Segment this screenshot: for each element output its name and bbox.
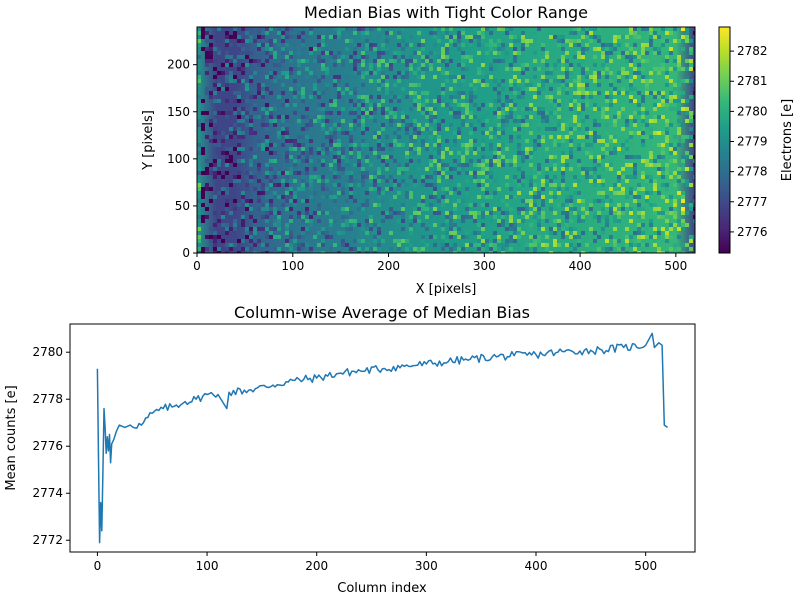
line-chart-frame bbox=[69, 323, 696, 553]
colorbar-tick-label: 2781 bbox=[737, 74, 768, 88]
heatmap-x-tick-label: 300 bbox=[473, 259, 496, 273]
line-chart-x-tick-label: 200 bbox=[305, 559, 328, 573]
heatmap-y-tick-label: 100 bbox=[167, 152, 190, 166]
line-chart-title: Column-wise Average of Median Bias bbox=[234, 303, 530, 322]
heatmap-x-tick-label: 200 bbox=[377, 259, 400, 273]
line-chart-plot-area bbox=[70, 324, 695, 552]
heatmap-noise-overlay bbox=[197, 27, 695, 253]
line-chart-x-tick-label: 500 bbox=[634, 559, 657, 573]
heatmap-chart: Median Bias with Tight Color Range 0 100 2… bbox=[141, 3, 795, 297]
heatmap-x-axis: 0 100 200 300 400 500 bbox=[193, 253, 687, 273]
heatmap-y-tick-label: 0 bbox=[182, 246, 190, 260]
line-chart-y-axis: 2772 2774 2776 2778 2780 bbox=[32, 345, 70, 547]
line-chart: Column-wise Average of Median Bias 0 100 2… bbox=[4, 303, 696, 596]
colorbar-tick-label: 2777 bbox=[737, 195, 768, 209]
heatmap-x-label: X [pixels] bbox=[416, 282, 477, 297]
colorbar-tick-label: 2776 bbox=[737, 225, 768, 239]
heatmap-y-label: Y [pixels] bbox=[141, 110, 156, 171]
heatmap-y-axis: 0 50 100 150 200 bbox=[167, 58, 197, 260]
line-chart-x-label: Column index bbox=[337, 581, 427, 596]
line-chart-x-tick-label: 300 bbox=[415, 559, 438, 573]
line-chart-y-tick-label: 2780 bbox=[32, 345, 63, 359]
heatmap-x-tick-label: 400 bbox=[569, 259, 592, 273]
heatmap-frame bbox=[196, 26, 696, 254]
line-chart-y-tick-label: 2776 bbox=[32, 439, 63, 453]
heatmap-x-tick-label: 0 bbox=[193, 259, 201, 273]
line-chart-x-tick-label: 0 bbox=[94, 559, 102, 573]
colorbar-frame bbox=[718, 26, 731, 254]
heatmap-y-tick-label: 200 bbox=[167, 58, 190, 72]
heatmap-y-tick-label: 150 bbox=[167, 105, 190, 119]
colorbar-tick-label: 2780 bbox=[737, 104, 768, 118]
line-chart-x-tick-label: 400 bbox=[525, 559, 548, 573]
line-chart-y-tick-label: 2774 bbox=[32, 486, 63, 500]
line-chart-x-axis: 0 100 200 300 400 500 bbox=[94, 552, 657, 573]
heatmap-y-tick-label: 50 bbox=[175, 199, 190, 213]
line-chart-y-label: Mean counts [e] bbox=[4, 385, 19, 490]
colorbar-label: Electrons [e] bbox=[780, 99, 795, 181]
colorbar-tick-label: 2778 bbox=[737, 165, 768, 179]
heatmap-title: Median Bias with Tight Color Range bbox=[304, 3, 588, 22]
heatmap-x-tick-label: 100 bbox=[281, 259, 304, 273]
line-chart-y-tick-label: 2778 bbox=[32, 392, 63, 406]
colorbar-tick-label: 2782 bbox=[737, 44, 768, 58]
colorbar: 2776 2777 2778 2779 2780 2781 2782 Electrons [… bbox=[718, 26, 795, 254]
line-chart-y-tick-label: 2772 bbox=[32, 533, 63, 547]
colorbar-tick-label: 2779 bbox=[737, 135, 768, 149]
heatmap-x-tick-label: 500 bbox=[664, 259, 687, 273]
series-line bbox=[96, 332, 669, 544]
colorbar-gradient bbox=[719, 27, 730, 253]
colorbar-ticks: 2776 2777 2778 2779 2780 2781 2782 bbox=[730, 44, 768, 239]
line-chart-x-tick-label: 100 bbox=[196, 559, 219, 573]
